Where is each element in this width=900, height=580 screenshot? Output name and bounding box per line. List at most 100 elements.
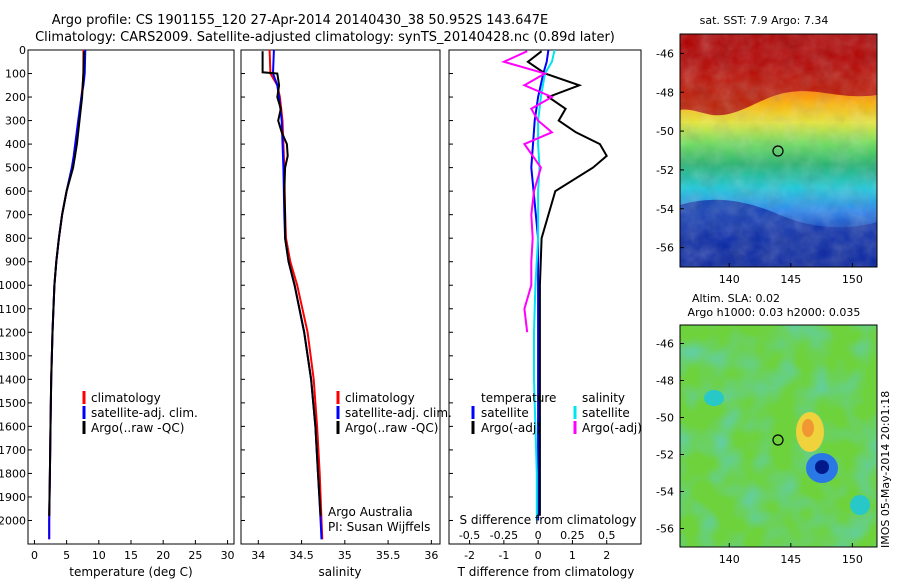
- depth-tick-label: 0: [19, 44, 26, 57]
- legend-label-climatology: climatology: [91, 391, 161, 405]
- header-line-1: Argo profile: CS 1901155_120 27-Apr-2014…: [52, 13, 548, 28]
- salinity-x-axis: 34 34.5 35 35.5 36: [251, 540, 438, 562]
- depth-tick-label: 1100: [0, 303, 26, 316]
- temperature-axis-label: temperature (deg C): [69, 565, 192, 579]
- difference-legend: temperature satellite Argo(-adj) salinit…: [471, 391, 642, 435]
- x-tick-label: 20: [156, 549, 170, 562]
- depth-tick-label: 700: [5, 209, 26, 222]
- legend-title-salinity: salinity: [582, 391, 625, 405]
- x-tick-label: 35: [338, 549, 352, 562]
- x-tick-label: 5: [63, 549, 70, 562]
- map-y-tick-label: -46: [656, 338, 674, 351]
- x-tick-label: -1: [498, 549, 509, 562]
- salinity-panel: [240, 49, 441, 545]
- map-y-tick-label: -54: [656, 486, 674, 499]
- x-tick-label: -2: [464, 549, 475, 562]
- depth-tick-label: 600: [5, 185, 26, 198]
- legend-title-temperature: temperature: [481, 391, 556, 405]
- argo-marker: [772, 145, 784, 157]
- map-y-tick-label: -56: [656, 242, 674, 255]
- s-tick-label: 0: [535, 529, 542, 542]
- map-x-tick-label: 145: [780, 553, 801, 566]
- sst-texture: [680, 34, 877, 267]
- depth-tick-label: 100: [5, 68, 26, 81]
- header-line-2: Climatology: CARS2009. Satellite-adjuste…: [35, 30, 615, 45]
- salinity-series: [261, 50, 324, 540]
- legend-label-s-satellite: satellite: [582, 406, 630, 420]
- map-y-tick-label: -48: [656, 86, 674, 99]
- legend-label-t-satellite: satellite: [481, 406, 529, 420]
- depth-tick-label: 1000: [0, 279, 26, 292]
- imos-timestamp: IMOS 05-May-2014 20:01:18: [879, 391, 892, 548]
- temperature-legend: climatology satellite-adj. clim. Argo(..…: [82, 391, 198, 435]
- legend-label-satellite: satellite-adj. clim.: [345, 406, 452, 420]
- salinity-annotation-line-1: Argo Australia: [328, 505, 413, 519]
- x-tick-label: 34: [251, 549, 265, 562]
- sla-cyan-patch: [704, 390, 724, 406]
- depth-tick-label: 1900: [0, 491, 26, 504]
- map-y-tick-label: -50: [656, 125, 674, 138]
- map-y-tick-label: -56: [656, 523, 674, 536]
- x-tick-label: 25: [188, 549, 202, 562]
- depth-tick-label: 300: [5, 115, 26, 128]
- depth-tick-label: 800: [5, 232, 26, 245]
- difference-x-axis: -2 -1 0 1 2 -0.5 -0.25 0 0.25 0.5: [459, 529, 616, 562]
- legend-label-argo: Argo(..raw -QC): [345, 421, 438, 435]
- map-y-tick-label: -52: [656, 164, 674, 177]
- depth-tick-label: 1300: [0, 350, 26, 363]
- series-line-argo-raw-qc-: [261, 51, 322, 516]
- sla-map-axes: 140 145 150 -46 -48 -50 -52 -54 -56: [656, 338, 863, 567]
- x-tick-label: 2: [603, 549, 610, 562]
- sla-map-frame: [679, 324, 878, 548]
- sla-map-title-line-2: Argo h1000: 0.03 h2000: 0.035: [688, 306, 861, 319]
- t-difference-axis-label: T difference from climatology: [457, 565, 635, 579]
- depth-tick-label: 1500: [0, 397, 26, 410]
- sla-map-title-line-1: Altim. SLA: 0.02: [692, 292, 780, 305]
- depth-tick-label: 2000: [0, 514, 26, 527]
- map-y-tick-label: -46: [656, 47, 674, 60]
- x-tick-label: 15: [124, 549, 138, 562]
- legend-label-satellite: satellite-adj. clim.: [91, 406, 198, 420]
- temperature-series: [48, 50, 87, 540]
- depth-tick-label: 1800: [0, 467, 26, 480]
- x-tick-label: 0: [31, 549, 38, 562]
- s-difference-axis-label: S difference from climatology: [460, 513, 637, 527]
- depth-tick-label: 200: [5, 91, 26, 104]
- sst-map: 140 145 150 -46 -48 -50 -52 -54 -56: [656, 33, 878, 286]
- salinity-annotation-line-2: PI: Susan Wijffels: [328, 520, 430, 534]
- map-x-tick-label: 150: [842, 273, 863, 286]
- depth-tick-label: 1400: [0, 373, 26, 386]
- depth-tick-label: 1200: [0, 326, 26, 339]
- salinity-axis-label: salinity: [318, 565, 361, 579]
- map-x-tick-label: 140: [719, 273, 740, 286]
- series-line-s-argo-adj-: [501, 50, 555, 333]
- map-y-tick-label: -50: [656, 412, 674, 425]
- map-x-tick-label: 150: [842, 553, 863, 566]
- argo-marker: [772, 434, 784, 446]
- depth-tick-label: 900: [5, 256, 26, 269]
- depth-tick-label: 400: [5, 138, 26, 151]
- map-y-tick-label: -48: [656, 375, 674, 388]
- temperature-x-axis: 0 5 10 15 20 25 30: [31, 540, 235, 562]
- x-tick-label: 0: [535, 549, 542, 562]
- map-x-tick-label: 140: [719, 553, 740, 566]
- sst-map-frame: [679, 33, 878, 268]
- sla-map: 140 145 150 -46 -48 -50 -52 -54 -56: [656, 324, 878, 567]
- depth-tick-label: 1600: [0, 420, 26, 433]
- salinity-legend: climatology satellite-adj. clim. Argo(..…: [336, 391, 452, 435]
- legend-label-t-argo: Argo(-adj): [481, 421, 541, 435]
- sla-cyan-patch-2: [850, 495, 870, 515]
- series-line-t-satellite: [530, 50, 550, 521]
- difference-series: [501, 50, 608, 521]
- map-x-tick-label: 145: [780, 273, 801, 286]
- x-tick-label: 1: [569, 549, 576, 562]
- map-y-tick-label: -54: [656, 203, 674, 216]
- sla-texture: [680, 325, 877, 547]
- x-tick-label: 30: [221, 549, 235, 562]
- sla-orange-anomaly: [802, 419, 814, 437]
- x-tick-label: 10: [92, 549, 106, 562]
- series-line-argo-raw-qc-: [48, 51, 85, 516]
- sla-low-anomaly-inner: [815, 460, 829, 474]
- series-line-s-satellite: [533, 50, 556, 521]
